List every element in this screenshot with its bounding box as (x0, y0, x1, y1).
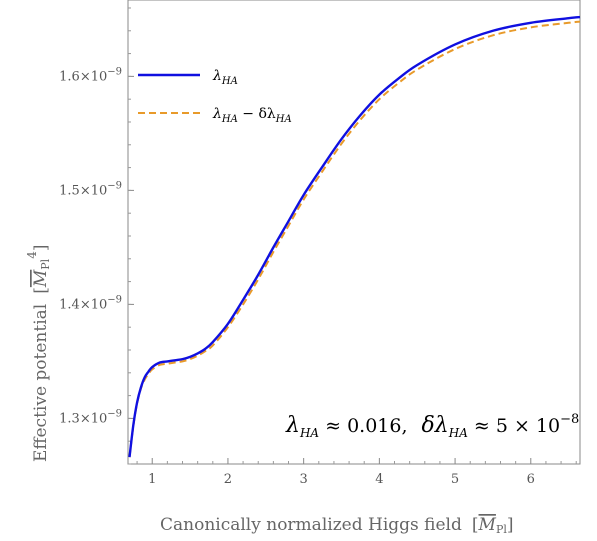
plot-frame (127, 0, 581, 465)
y-tick-label: 1.6×10−9 (59, 66, 122, 84)
y-axis-ticks: 1.3×10−9 1.4×10−9 1.5×10−9 1.6×10−9 (59, 7, 134, 465)
legend-label-lambda-ha-minus-delta: λHA − δλHA (212, 106, 292, 125)
series-layer (128, 15, 581, 458)
y-tick-label: 1.3×10−9 (59, 408, 122, 426)
x-tick-label: 2 (224, 472, 232, 487)
legend-label-lambda-ha: λHA (212, 68, 238, 87)
parameter-annotation: λHA ≈ 0.016, δλHA ≈ 5 × 10−8 (285, 412, 579, 440)
y-tick-label: 1.4×10−9 (59, 294, 122, 312)
y-tick-label: 1.5×10−9 (59, 180, 122, 198)
y-axis-title: Effective potential[MPl4] (25, 245, 52, 462)
x-tick-label: 6 (527, 472, 535, 487)
series-line-lambda-ha (128, 15, 581, 458)
x-tick-label: 5 (451, 472, 459, 487)
x-axis-ticks: 1 2 3 4 5 6 (136, 458, 577, 487)
series-line-lambda-ha-minus-delta (128, 20, 581, 458)
x-tick-label: 3 (300, 472, 308, 487)
x-tick-label: 4 (375, 472, 383, 487)
legend: λHA λHA − δλHA (138, 68, 292, 125)
x-axis-title: Canonically normalized Higgs field [MPl] (160, 515, 514, 536)
x-tick-label: 1 (148, 472, 156, 487)
